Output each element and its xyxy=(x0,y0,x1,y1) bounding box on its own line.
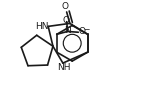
Text: O: O xyxy=(62,16,69,25)
Text: −: − xyxy=(83,25,90,34)
Text: O: O xyxy=(79,27,86,36)
Text: HN: HN xyxy=(35,22,48,31)
Text: NH: NH xyxy=(57,63,70,72)
Text: +: + xyxy=(69,23,75,28)
Text: O: O xyxy=(62,2,69,11)
Text: N: N xyxy=(64,26,71,35)
